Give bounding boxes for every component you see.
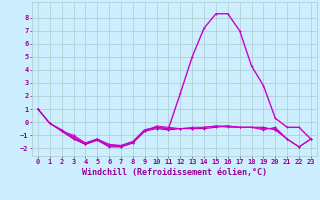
X-axis label: Windchill (Refroidissement éolien,°C): Windchill (Refroidissement éolien,°C) [82,168,267,177]
